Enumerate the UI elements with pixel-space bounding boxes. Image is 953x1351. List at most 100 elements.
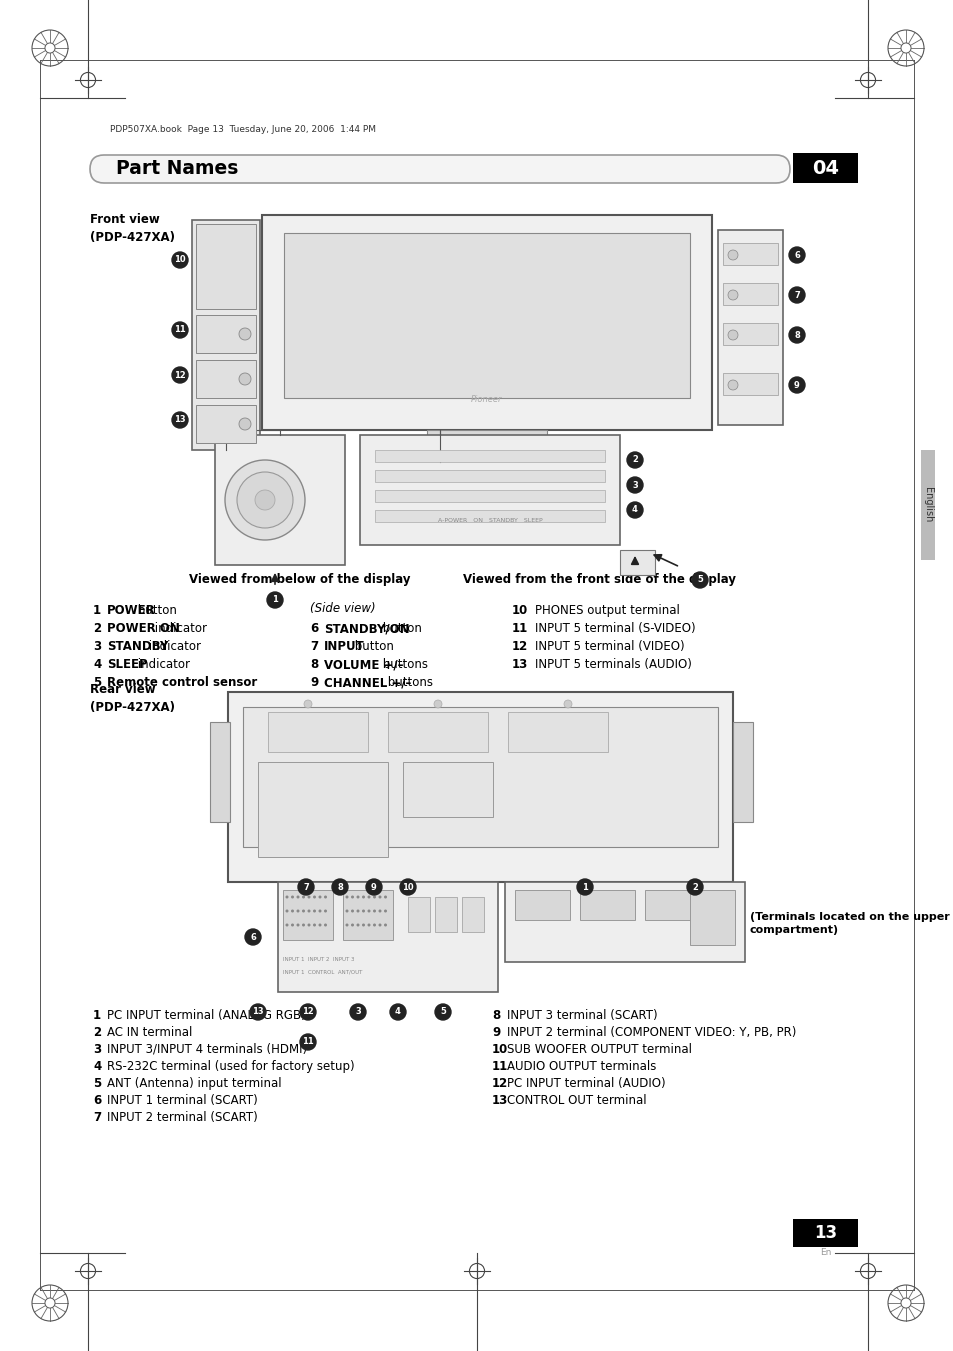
Bar bbox=[277, 882, 497, 992]
Text: 7: 7 bbox=[310, 640, 317, 653]
Circle shape bbox=[285, 924, 288, 927]
Circle shape bbox=[313, 896, 315, 898]
Bar bbox=[257, 762, 388, 857]
Text: 10: 10 bbox=[492, 1043, 508, 1056]
Text: 5: 5 bbox=[92, 1077, 101, 1090]
Text: CHANNEL +/–: CHANNEL +/– bbox=[324, 676, 411, 689]
Bar bbox=[427, 430, 546, 449]
Text: En: En bbox=[820, 1248, 831, 1256]
Text: A-POWER   ON   STANDBY   SLEEP: A-POWER ON STANDBY SLEEP bbox=[437, 517, 541, 523]
Text: SUB WOOFER OUTPUT terminal: SUB WOOFER OUTPUT terminal bbox=[506, 1043, 691, 1056]
Text: INPUT 3/INPUT 4 terminals (HDMI): INPUT 3/INPUT 4 terminals (HDMI) bbox=[107, 1043, 307, 1056]
Text: (Terminals located on the upper edge of the
compartment): (Terminals located on the upper edge of … bbox=[749, 912, 953, 935]
Text: PDP507XA.book  Page 13  Tuesday, June 20, 2006  1:44 PM: PDP507XA.book Page 13 Tuesday, June 20, … bbox=[110, 126, 375, 135]
Text: 13: 13 bbox=[492, 1094, 508, 1106]
Circle shape bbox=[250, 1004, 266, 1020]
Text: 8: 8 bbox=[336, 882, 342, 892]
Text: SLEEP: SLEEP bbox=[107, 658, 148, 671]
Text: buttons: buttons bbox=[378, 658, 428, 671]
Circle shape bbox=[356, 896, 359, 898]
Circle shape bbox=[356, 924, 359, 927]
Text: 1: 1 bbox=[272, 596, 277, 604]
Text: Front view
(PDP-427XA): Front view (PDP-427XA) bbox=[90, 213, 174, 245]
Bar bbox=[192, 220, 260, 450]
Bar bbox=[792, 153, 857, 182]
Circle shape bbox=[373, 924, 375, 927]
Text: 6: 6 bbox=[793, 250, 800, 259]
Circle shape bbox=[254, 490, 274, 509]
Text: Part Names: Part Names bbox=[116, 159, 238, 178]
Bar bbox=[644, 890, 700, 920]
Circle shape bbox=[367, 909, 370, 912]
Circle shape bbox=[384, 924, 387, 927]
Circle shape bbox=[345, 924, 348, 927]
Circle shape bbox=[351, 896, 354, 898]
Bar bbox=[388, 712, 488, 753]
Circle shape bbox=[45, 1298, 55, 1308]
Bar bbox=[722, 282, 778, 305]
Text: POWER ON: POWER ON bbox=[107, 621, 180, 635]
Circle shape bbox=[367, 896, 370, 898]
Circle shape bbox=[302, 896, 305, 898]
Circle shape bbox=[304, 700, 312, 708]
Circle shape bbox=[172, 253, 188, 267]
Circle shape bbox=[399, 880, 416, 894]
Bar bbox=[722, 243, 778, 265]
Circle shape bbox=[324, 909, 327, 912]
Text: 8: 8 bbox=[310, 658, 318, 671]
Circle shape bbox=[361, 909, 365, 912]
Bar bbox=[283, 890, 333, 940]
Circle shape bbox=[324, 924, 327, 927]
Circle shape bbox=[384, 909, 387, 912]
Text: 11: 11 bbox=[492, 1061, 508, 1073]
Circle shape bbox=[900, 1298, 910, 1308]
Text: INPUT 1 terminal (SCART): INPUT 1 terminal (SCART) bbox=[107, 1094, 257, 1106]
Circle shape bbox=[307, 909, 310, 912]
Bar bbox=[507, 712, 607, 753]
Circle shape bbox=[626, 477, 642, 493]
Text: 3: 3 bbox=[92, 640, 101, 653]
Bar bbox=[228, 692, 732, 882]
Circle shape bbox=[313, 909, 315, 912]
Text: 13: 13 bbox=[252, 1008, 264, 1016]
Circle shape bbox=[332, 880, 348, 894]
Bar bbox=[402, 762, 493, 817]
Circle shape bbox=[318, 909, 321, 912]
Text: 13: 13 bbox=[174, 416, 186, 424]
Text: VOLUME +/–: VOLUME +/– bbox=[324, 658, 403, 671]
Text: STANDBY: STANDBY bbox=[107, 640, 168, 653]
Text: Rear view
(PDP-427XA): Rear view (PDP-427XA) bbox=[90, 684, 174, 713]
Circle shape bbox=[291, 909, 294, 912]
Text: PHONES output terminal: PHONES output terminal bbox=[535, 604, 679, 617]
Text: 4: 4 bbox=[395, 1008, 400, 1016]
Circle shape bbox=[788, 286, 804, 303]
Text: 11: 11 bbox=[174, 326, 186, 335]
Text: buttons: buttons bbox=[384, 676, 433, 689]
Bar bbox=[375, 509, 604, 521]
Circle shape bbox=[45, 43, 55, 53]
Bar bbox=[284, 232, 689, 399]
Circle shape bbox=[788, 377, 804, 393]
Circle shape bbox=[236, 471, 293, 528]
Text: 4: 4 bbox=[92, 1061, 101, 1073]
Circle shape bbox=[302, 909, 305, 912]
Text: 6: 6 bbox=[92, 1094, 101, 1106]
Bar bbox=[619, 550, 655, 576]
Text: RS-232C terminal (used for factory setup): RS-232C terminal (used for factory setup… bbox=[107, 1061, 355, 1073]
Circle shape bbox=[626, 453, 642, 467]
Circle shape bbox=[318, 896, 321, 898]
Circle shape bbox=[373, 909, 375, 912]
Bar bbox=[375, 450, 604, 462]
Bar bbox=[722, 373, 778, 394]
Circle shape bbox=[435, 1004, 451, 1020]
Text: INPUT 5 terminal (S-VIDEO): INPUT 5 terminal (S-VIDEO) bbox=[535, 621, 695, 635]
Circle shape bbox=[239, 373, 251, 385]
Circle shape bbox=[384, 896, 387, 898]
Circle shape bbox=[291, 896, 294, 898]
Text: 7: 7 bbox=[793, 290, 799, 300]
Circle shape bbox=[390, 1004, 406, 1020]
Circle shape bbox=[361, 924, 365, 927]
Text: 11: 11 bbox=[512, 621, 528, 635]
Text: 3: 3 bbox=[92, 1043, 101, 1056]
Circle shape bbox=[307, 896, 310, 898]
